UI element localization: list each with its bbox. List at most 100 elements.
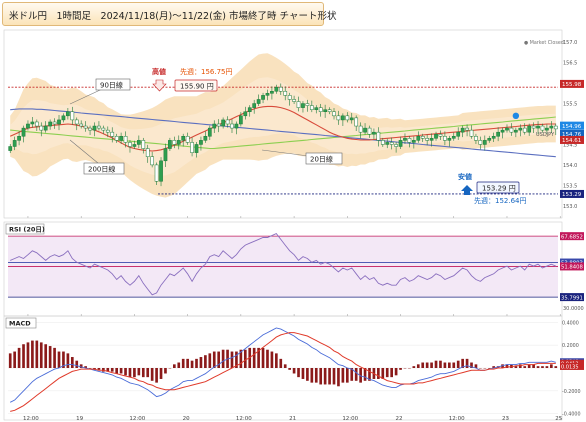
candle	[540, 125, 545, 131]
candle	[505, 127, 509, 131]
x-tick-label: 12:00	[129, 416, 145, 422]
candle	[154, 164, 159, 182]
macd-histogram-bar	[448, 362, 451, 368]
macd-histogram-bar	[545, 366, 549, 368]
price-y-tick: 156.5	[563, 61, 577, 67]
candle	[48, 121, 52, 127]
candle	[8, 146, 13, 151]
rsi-panel: RSI (20日)67.685253.880351.840835.799130.…	[5, 223, 584, 312]
candle	[287, 95, 292, 100]
candle	[39, 125, 44, 131]
candle	[363, 127, 367, 133]
macd-histogram-bar	[359, 368, 362, 383]
candle	[34, 121, 39, 127]
candle	[389, 142, 394, 145]
price-right-label: 155.98	[562, 82, 582, 88]
macd-histogram-bar	[195, 358, 198, 368]
candle	[145, 148, 150, 157]
candle	[212, 123, 217, 129]
macd-histogram-bar	[381, 368, 385, 379]
ma200-callout-label: 200日線	[88, 165, 115, 174]
candle	[57, 119, 61, 125]
price-right-label: 154.61	[562, 138, 581, 144]
candle	[367, 127, 372, 135]
ma200-line	[10, 116, 556, 150]
candle	[61, 115, 66, 121]
candle	[17, 136, 21, 141]
macd-histogram-bar	[354, 368, 358, 381]
macd-histogram-bar	[461, 358, 464, 368]
price-y-tick: 153.0	[563, 204, 577, 210]
macd-histogram-bar	[115, 368, 118, 374]
macd-histogram-bar	[8, 353, 12, 368]
price-y-tick: 154.0	[563, 163, 577, 169]
candle	[545, 127, 549, 131]
macd-histogram-bar	[221, 349, 225, 368]
low-prev-label: 先週：152.64円	[474, 196, 527, 205]
candle	[527, 125, 532, 133]
price-right-label-bg	[560, 79, 584, 88]
candle	[314, 107, 319, 110]
candle	[66, 111, 70, 117]
candle	[420, 136, 425, 139]
candle	[309, 105, 314, 110]
macd-histogram-bar	[177, 362, 181, 368]
macd-histogram-bar	[550, 364, 553, 368]
market-status: ● Market Closed	[524, 40, 564, 46]
macd-histogram-bar	[133, 368, 136, 378]
candle	[518, 127, 523, 131]
candle	[150, 156, 155, 166]
candle	[79, 123, 84, 127]
macd-histogram-bar	[266, 349, 269, 368]
macd-histogram-bar	[44, 344, 48, 368]
x-tick-label: 20	[183, 416, 190, 422]
macd-histogram-bar	[412, 366, 416, 368]
candle	[531, 125, 536, 129]
candle	[482, 140, 487, 145]
candle	[327, 109, 332, 112]
candle	[451, 136, 456, 139]
candle	[21, 127, 26, 137]
candle	[88, 127, 92, 131]
macd-panel: 0.40000.20000.0000-0.2000-0.4000MACD0.05…	[5, 317, 584, 418]
rsi-right-label: 35.7991	[561, 295, 583, 301]
candle	[225, 119, 230, 125]
macd-histogram-bar	[425, 362, 429, 368]
macd-histogram-bar	[39, 342, 43, 368]
candle	[553, 125, 558, 130]
candle	[514, 129, 518, 133]
macd-histogram-bar	[306, 368, 309, 381]
candle	[522, 127, 527, 133]
macd-histogram-bar	[270, 351, 274, 368]
candle	[341, 115, 345, 121]
candle	[385, 142, 390, 145]
macd-histogram-bar	[279, 358, 283, 368]
macd-title: MACD	[9, 320, 31, 328]
macd-histogram-bar	[261, 347, 265, 368]
candle	[119, 136, 123, 141]
low-tag: 安値	[458, 172, 472, 181]
candle	[26, 123, 30, 129]
candle	[443, 136, 447, 141]
candle	[12, 140, 17, 147]
candle	[52, 121, 57, 125]
macd-histogram-bar	[119, 368, 123, 374]
macd-histogram-bar	[164, 368, 167, 374]
candle	[469, 129, 474, 137]
chart-title-bar: 米ドル円 1時間足 2024/11/18(月)～11/22(金) 市場終了時 チ…	[2, 2, 336, 26]
macd-histogram-bar	[137, 368, 141, 376]
macd-histogram-bar	[532, 364, 535, 368]
x-tick-label: 12:00	[449, 416, 465, 422]
macd-histogram-bar	[235, 351, 238, 368]
candle	[549, 125, 554, 129]
ma90-callout-label: 90日線	[100, 81, 123, 90]
candle	[101, 127, 106, 131]
macd-histogram-bar	[230, 351, 234, 368]
candle	[97, 125, 101, 129]
macd-histogram-bar	[377, 368, 380, 379]
rsi-right-label: 51.8408	[561, 265, 584, 271]
macd-histogram-bar	[443, 362, 447, 368]
price-right-label-bg	[560, 135, 584, 144]
macd-histogram-bar	[345, 368, 349, 383]
macd-histogram-bar	[465, 358, 469, 368]
